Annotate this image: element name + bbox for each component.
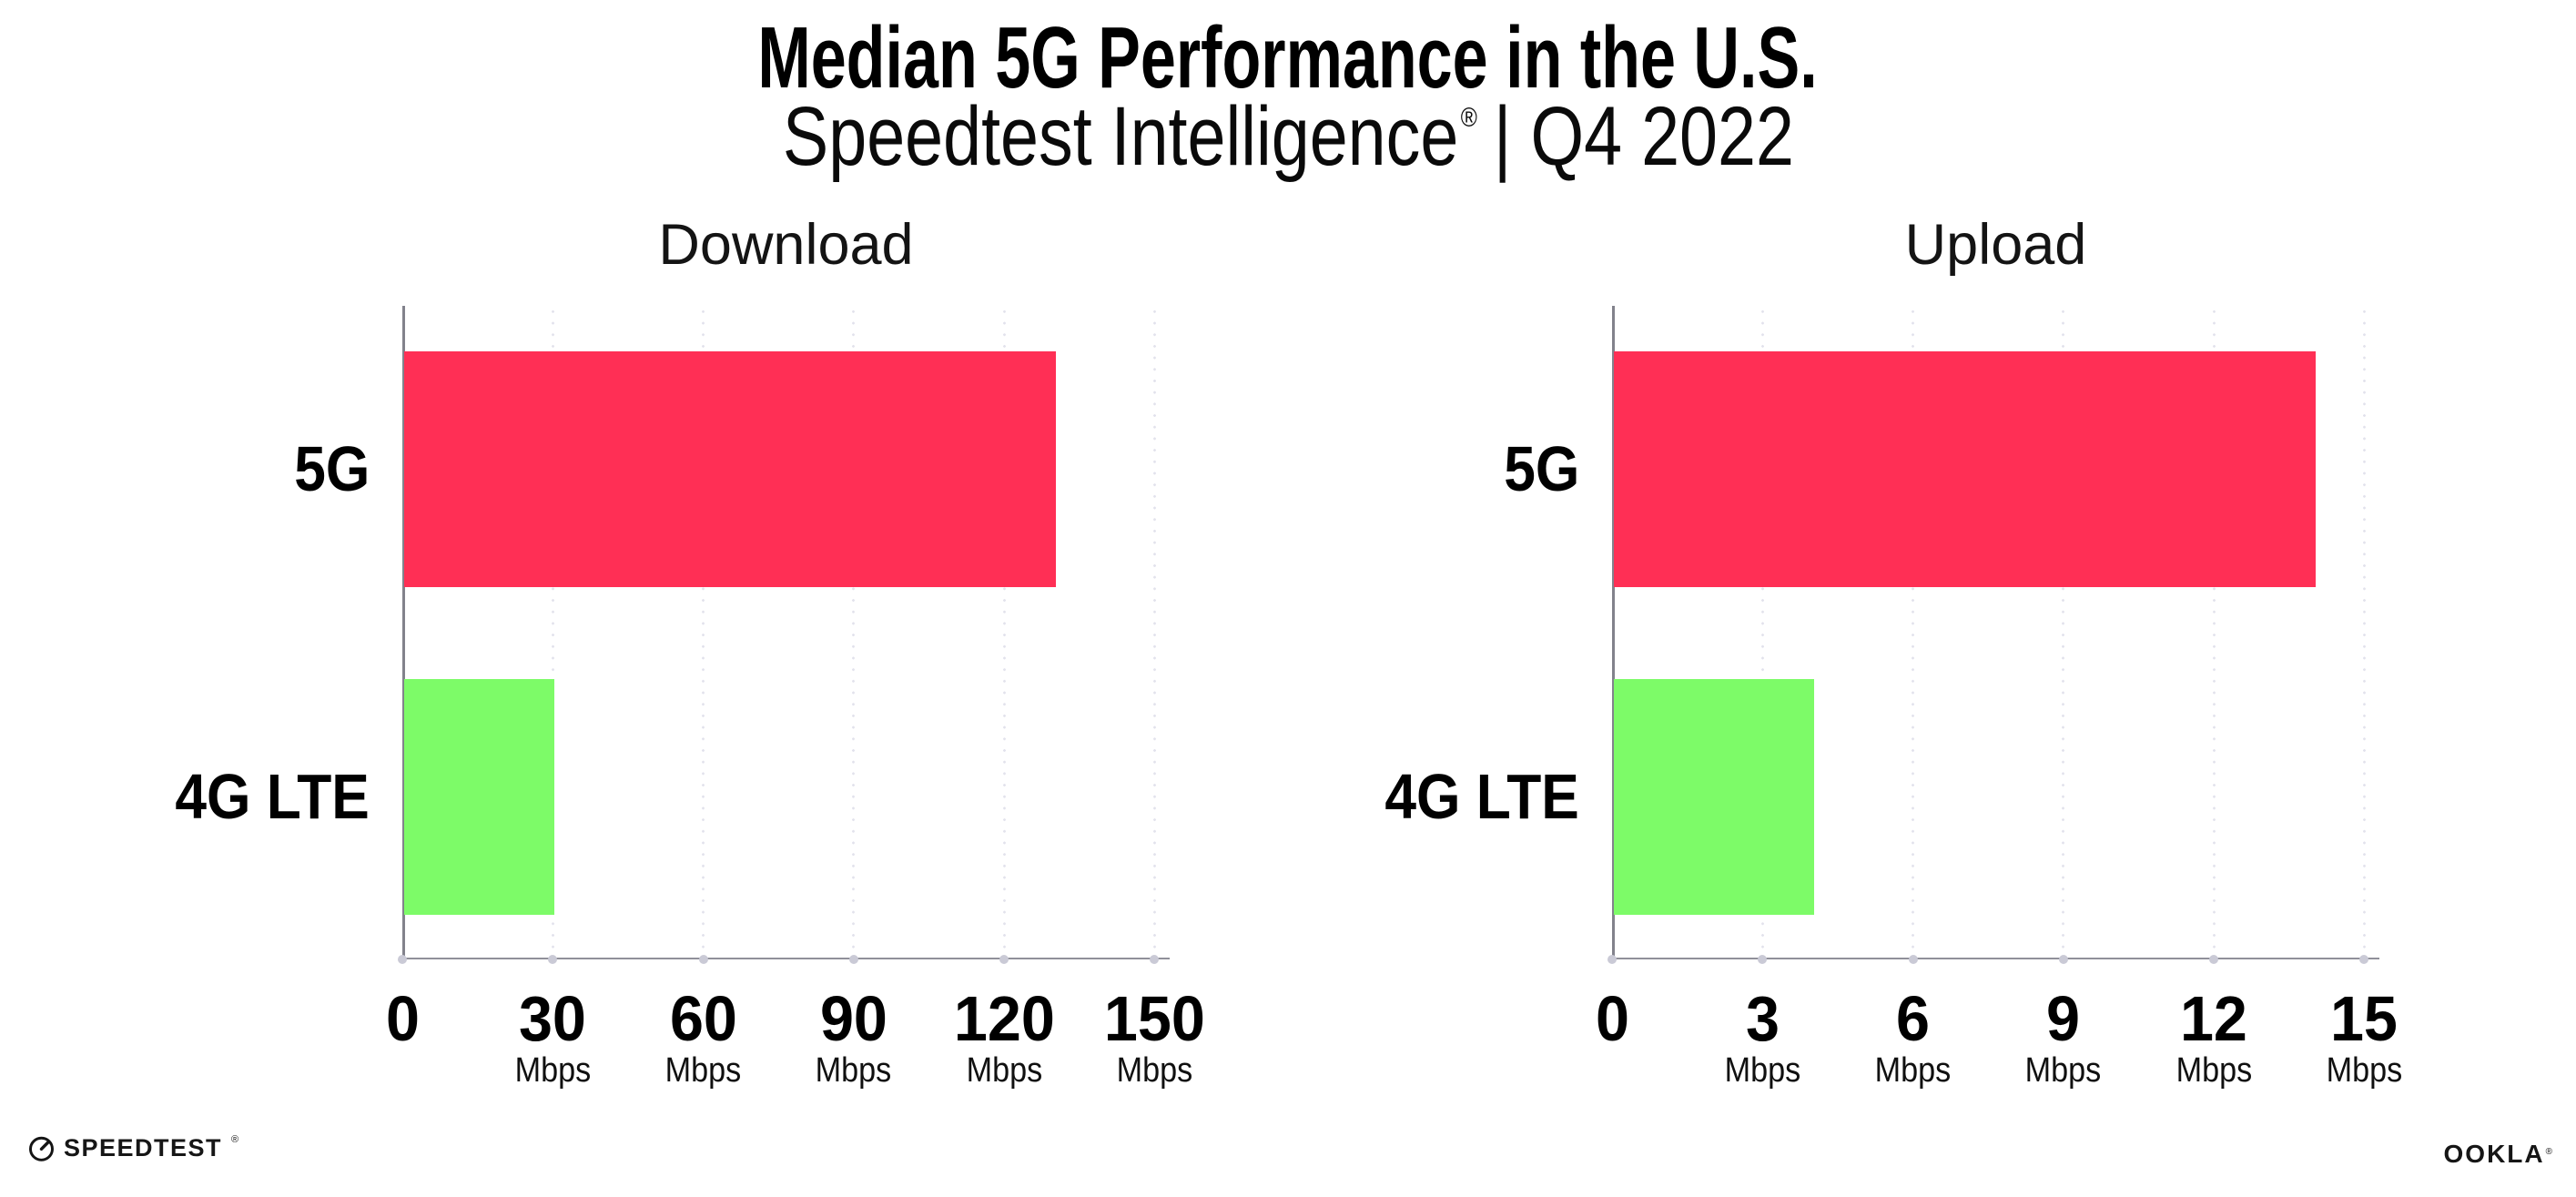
gridline xyxy=(1912,306,1914,959)
axis-tick-dot xyxy=(1908,954,1918,964)
registered-mark: ® xyxy=(1460,103,1477,133)
tick-value: 12 xyxy=(2180,983,2247,1054)
tick-value: 15 xyxy=(2330,983,2399,1054)
tick-value: 6 xyxy=(1896,983,1930,1054)
axis-tick-dot xyxy=(999,954,1009,964)
bar-4g-lte xyxy=(1614,678,1815,915)
download-chart-title: Download xyxy=(658,213,914,277)
subtitle-brand: Speedtest Intelligence xyxy=(782,90,1458,183)
ookla-logo: OOKLA® xyxy=(2444,1141,2552,1167)
upload-chart-title: Upload xyxy=(1904,213,2087,277)
category-label-text: 5G xyxy=(1503,433,1579,505)
tick-unit: Mbps xyxy=(2024,1051,2102,1090)
gridline xyxy=(1152,306,1156,959)
axis-tick-dot xyxy=(2359,954,2369,964)
tick-unit: Mbps xyxy=(1724,1051,1801,1090)
page-subtitle: Speedtest Intelligence® | Q4 2022 xyxy=(0,95,2576,178)
category-label-text: 4G LTE xyxy=(175,761,370,833)
gridline xyxy=(702,306,705,959)
gridline xyxy=(1760,306,1764,959)
tick-value: 120 xyxy=(953,983,1055,1054)
category-label-4g-lte: 4G LTE xyxy=(1361,765,1579,828)
tick-value: 0 xyxy=(1595,983,1629,1054)
gridline xyxy=(2362,306,2366,959)
tick-value: 90 xyxy=(819,983,887,1054)
axis-tick-dot xyxy=(698,954,708,964)
tick-value: 60 xyxy=(669,983,737,1054)
category-label-5g: 5G xyxy=(1495,437,1579,501)
tick-value: 30 xyxy=(519,983,587,1054)
y-axis-line xyxy=(1612,306,1615,959)
axis-tick-dot xyxy=(848,954,858,964)
subtitle-period: | Q4 2022 xyxy=(1493,90,1794,183)
tick-unit: Mbps xyxy=(1874,1051,1952,1090)
page-title: Median 5G Performance in the U.S. xyxy=(0,15,2576,102)
axis-tick-dot xyxy=(548,954,558,964)
gridline xyxy=(852,306,856,959)
tick-value: 9 xyxy=(2046,983,2081,1054)
gridline xyxy=(551,306,554,959)
y-axis-line xyxy=(402,306,405,959)
ookla-wordmark: OOKLA xyxy=(2443,1140,2545,1168)
axis-tick-dot xyxy=(398,954,407,964)
ookla-trademark: ® xyxy=(2545,1147,2552,1157)
tick-unit: Mbps xyxy=(514,1051,592,1090)
tick-value: 150 xyxy=(1103,983,1205,1054)
speedtest-wordmark: SPEEDTEST xyxy=(64,1134,223,1161)
axis-tick-dot xyxy=(2058,954,2068,964)
axis-tick-dot xyxy=(1607,954,1617,964)
category-label-5g: 5G xyxy=(285,437,370,501)
tick-unit: Mbps xyxy=(2175,1051,2252,1090)
download-plot: 0 30 Mbps 60 Mbps 90 Mbps 120 Mbps 150 Mbps 5G 4G LT… xyxy=(176,306,1205,1088)
x-axis-line xyxy=(1611,957,2379,959)
tick-unit: Mbps xyxy=(966,1051,1042,1090)
axis-tick-dot xyxy=(1758,954,1768,964)
x-axis-line xyxy=(401,957,1170,959)
upload-plot: 0 3 Mbps 6 Mbps 9 Mbps 12 Mbps 15 Mbps 5G 4G LTE xyxy=(1385,306,2402,1088)
gridline xyxy=(2212,306,2216,959)
category-label-text: 4G LTE xyxy=(1384,761,1579,833)
speedtest-trademark: ® xyxy=(231,1134,239,1145)
tick-unit: Mbps xyxy=(664,1051,742,1090)
tick-unit: Mbps xyxy=(815,1051,892,1090)
category-label-4g-lte: 4G LTE xyxy=(151,765,370,828)
speedtest-gauge-icon xyxy=(27,1134,56,1162)
gridline xyxy=(2062,306,2065,959)
tick-value: 3 xyxy=(1745,983,1780,1054)
main-title-text: Median 5G Performance in the U.S. xyxy=(757,9,1819,107)
bar-5g xyxy=(1614,350,2317,587)
bar-5g xyxy=(404,350,1057,587)
axis-tick-dot xyxy=(1150,954,1160,964)
gridline xyxy=(1002,306,1006,959)
tick-value: 0 xyxy=(385,983,420,1054)
speedtest-logo: SPEEDTEST ® xyxy=(27,1134,238,1162)
tick-unit: Mbps xyxy=(2326,1051,2403,1090)
category-label-text: 5G xyxy=(293,433,370,505)
tick-unit: Mbps xyxy=(1116,1051,1193,1090)
bar-4g-lte xyxy=(404,678,555,915)
axis-tick-dot xyxy=(2209,954,2218,964)
subtitle-text: Speedtest Intelligence® | Q4 2022 xyxy=(783,95,1794,178)
